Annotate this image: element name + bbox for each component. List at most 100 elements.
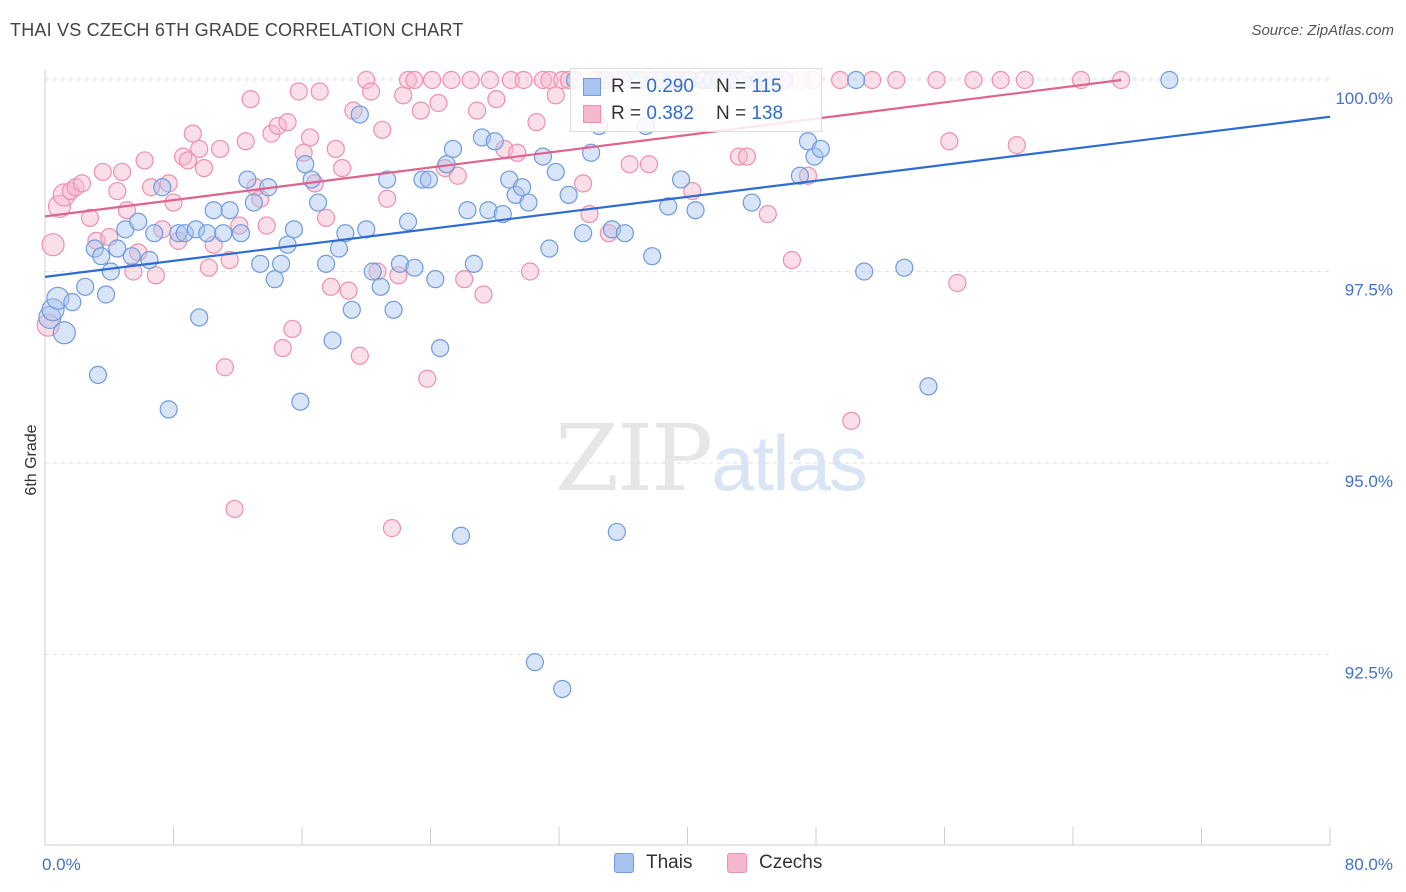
legend-r-label: R = xyxy=(611,103,642,124)
czechs-point xyxy=(455,270,474,289)
thais-point xyxy=(350,105,369,124)
czechs-point xyxy=(80,208,100,227)
thais-legend-label: Thais xyxy=(646,852,693,873)
thais-point xyxy=(122,247,141,266)
thais-point xyxy=(546,162,565,182)
thais-point xyxy=(742,193,761,212)
thais-point xyxy=(169,224,188,243)
czechs-point xyxy=(357,70,376,90)
thais-swatch xyxy=(583,78,601,96)
watermark-zip: ZIP xyxy=(555,405,713,512)
thais-point xyxy=(419,170,438,189)
thais-point xyxy=(384,300,403,319)
czechs-point xyxy=(964,70,983,90)
thais-point xyxy=(244,193,263,212)
trend-lines xyxy=(44,78,1331,278)
thais-point xyxy=(175,224,194,243)
czechs-point xyxy=(405,70,424,90)
czechs-point xyxy=(429,93,448,113)
czechs-point xyxy=(236,132,255,151)
czechs-point xyxy=(316,208,336,227)
czechs-point xyxy=(326,139,345,159)
czechs-point xyxy=(487,90,506,109)
czechs-point xyxy=(782,250,802,270)
czechs-point xyxy=(474,285,493,304)
czechs-point xyxy=(373,120,392,139)
thais-point xyxy=(573,224,593,243)
thais-point xyxy=(615,224,634,243)
thais-point xyxy=(540,239,559,258)
czechs-r-value: 0.382 xyxy=(646,103,694,124)
thais-point xyxy=(302,170,321,189)
czechs-point xyxy=(230,216,249,235)
thais-point xyxy=(479,201,498,220)
czechs-point xyxy=(283,319,302,339)
thais-point xyxy=(88,365,108,385)
thais-point xyxy=(919,377,938,396)
thais-point xyxy=(251,254,270,273)
thais-point xyxy=(153,178,172,197)
thais-point xyxy=(159,400,178,419)
thais-point xyxy=(525,653,545,672)
thais-point xyxy=(413,170,432,189)
czechs-point xyxy=(887,70,906,90)
thais-point xyxy=(431,339,450,358)
czechs-point xyxy=(164,193,183,212)
thais-point xyxy=(378,170,397,189)
x-tick-label: 80.0% xyxy=(1345,855,1393,874)
thais-point xyxy=(671,170,691,189)
czechs-point xyxy=(52,183,76,207)
thais-point xyxy=(238,170,257,189)
czechs-point xyxy=(241,90,260,109)
czechs-point xyxy=(1015,70,1034,90)
czechs-point xyxy=(527,113,546,132)
thais-point xyxy=(198,224,217,243)
thais-point xyxy=(220,201,239,220)
legend-item-czechs[interactable]: Czechs xyxy=(727,852,822,874)
thais-point xyxy=(231,224,251,243)
gridlines xyxy=(45,77,1330,655)
thais-point xyxy=(512,178,532,197)
thais-point xyxy=(108,239,127,258)
thais-point xyxy=(1160,70,1179,90)
thais-point xyxy=(533,147,553,166)
thais-point xyxy=(398,212,418,231)
stats-legend: R = 0.290 N = 115 R = 0.382 N = 138 xyxy=(570,68,822,132)
czechs-point xyxy=(310,82,329,101)
czechs-point xyxy=(991,70,1010,90)
thais-point xyxy=(336,224,355,243)
czechs-point xyxy=(540,70,559,90)
czechs-point xyxy=(448,166,467,185)
czechs-point xyxy=(361,82,381,101)
y-tick-label: 97.5% xyxy=(1345,281,1393,300)
thais-point xyxy=(190,308,209,327)
czechs-point xyxy=(194,158,214,178)
czechs-point xyxy=(863,70,882,90)
thais-point xyxy=(458,201,477,220)
czechs-point xyxy=(199,258,218,277)
thais-point xyxy=(41,298,65,322)
thais-point xyxy=(204,201,223,220)
thais-point xyxy=(329,239,349,258)
thais-point xyxy=(371,277,390,296)
czechs-point xyxy=(501,70,520,90)
legend-item-thais[interactable]: Thais xyxy=(614,852,692,874)
czechs-point xyxy=(268,116,288,136)
czechs-point xyxy=(418,369,437,388)
thais-point xyxy=(847,70,866,90)
czechs-point xyxy=(146,266,165,285)
czechs-point xyxy=(72,174,92,193)
czechs-point xyxy=(47,194,72,218)
series-legend: Thais Czechs xyxy=(0,850,1406,880)
thais-point xyxy=(278,235,297,254)
czechs-point xyxy=(508,143,527,162)
thais-point xyxy=(76,277,95,296)
czechs-point xyxy=(758,204,777,224)
legend-r-label: R = xyxy=(611,76,642,97)
czechs-point xyxy=(927,70,946,90)
thais-point xyxy=(265,270,284,289)
source-label: Source: ZipAtlas.com xyxy=(1251,22,1394,39)
czechs-point xyxy=(520,262,540,281)
czechs-point xyxy=(423,70,442,90)
czechs-point xyxy=(411,101,430,120)
